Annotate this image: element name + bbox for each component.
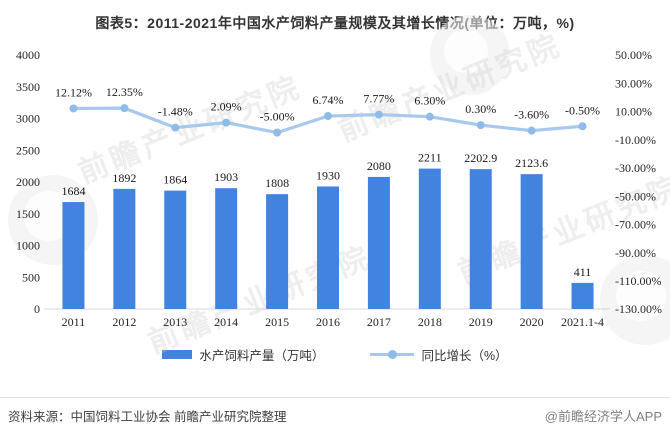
left-axis-tick: 2000 (16, 175, 40, 189)
right-axis-tick: 30.00% (615, 76, 652, 90)
line-marker (273, 128, 282, 137)
bar-value-label: 2080 (367, 159, 391, 173)
bar-swatch (162, 349, 193, 359)
legend-label-production: 水产饲料产量（万吨） (199, 348, 325, 363)
legend: 水产饲料产量（万吨） 同比增长（%） (0, 343, 670, 365)
line-value-label: 12.12% (55, 85, 92, 99)
bar-value-label: 1930 (316, 168, 340, 182)
bar (571, 282, 594, 309)
line-value-label: -5.00% (260, 110, 295, 124)
line-marker (120, 104, 129, 113)
bar-value-label: 2202.9 (464, 151, 497, 165)
bar (164, 190, 187, 309)
bar (520, 174, 543, 309)
line-value-label: -3.60% (514, 108, 549, 122)
line-value-label: 0.30% (465, 102, 496, 116)
bar-value-label: 1892 (112, 171, 136, 185)
left-axis-tick: 3500 (16, 80, 40, 94)
growth-line (71, 106, 585, 135)
bar-value-label: 1864 (163, 173, 187, 187)
legend-item-growth: 同比增长（%） (370, 345, 508, 364)
line-marker (425, 112, 434, 121)
bar-value-label: 1808 (265, 176, 289, 190)
left-axis-tick: 2500 (16, 143, 40, 157)
footer: 资料来源：中国饲料工业协会 前瞻产业研究院整理 @前瞻经济学人APP (0, 397, 670, 433)
line-value-label: -1.48% (158, 105, 193, 119)
right-axis-tick: -10.00% (615, 133, 656, 147)
line-value-label: 12.35% (106, 85, 143, 99)
right-axis-tick: -30.00% (615, 161, 656, 175)
line-marker (527, 126, 536, 135)
bar (215, 188, 238, 309)
x-axis-label: 2020 (520, 315, 544, 329)
line-value-label: 7.77% (363, 92, 394, 106)
line-marker (222, 118, 231, 127)
line-swatch (370, 349, 415, 359)
right-axis-tick: 50.00% (615, 48, 652, 62)
bar (266, 194, 289, 309)
x-axis-label: 2012 (112, 315, 136, 329)
left-axis-tick: 4000 (16, 48, 40, 62)
bar-value-label: 411 (574, 265, 592, 279)
line-value-label: -0.50% (565, 103, 600, 117)
x-axis-label: 2013 (163, 315, 187, 329)
x-axis-label: 2018 (418, 315, 442, 329)
x-axis-label: 2016 (316, 315, 340, 329)
line-marker (578, 122, 587, 131)
bar (418, 168, 441, 309)
line-marker (476, 121, 485, 130)
brand-text: @前瞻经济学人APP (544, 409, 662, 424)
line-marker (374, 110, 383, 119)
bar (113, 188, 136, 309)
right-axis-tick: 10.00% (615, 105, 652, 119)
left-axis-tick: 0 (34, 302, 40, 316)
right-axis-tick: -50.00% (615, 189, 656, 203)
chart-title: 图表5：2011-2021年中国水产饲料产量规模及其增长情况(单位：万吨，%) (95, 15, 575, 31)
bar-value-label: 2123.6 (515, 156, 548, 170)
bar (367, 176, 390, 309)
right-axis-tick: -90.00% (615, 246, 656, 260)
line-value-label: 6.30% (414, 94, 445, 108)
left-axis-tick: 1500 (16, 207, 40, 221)
bar-value-label: 1903 (214, 170, 238, 184)
right-axis-tick: -110.00% (615, 274, 662, 288)
x-axis-label: 2019 (469, 315, 493, 329)
bar-value-label: 2211 (418, 151, 442, 165)
line-value-label: 6.74% (313, 93, 344, 107)
left-axis-tick: 1000 (16, 239, 40, 253)
x-axis-label: 2017 (367, 315, 391, 329)
line-marker (324, 112, 332, 121)
x-axis-label: 2014 (214, 315, 238, 329)
line-value-label: 2.09% (211, 100, 242, 114)
chart-area: 前瞻产业研究院 前瞻产业研究院 前瞻产业研究院 前瞻产业研究院 4000 3500… (0, 15, 670, 360)
right-axis-tick: -130.00% (615, 302, 662, 316)
bar (469, 169, 492, 309)
source-text: 资料来源：中国饲料工业协会 前瞻产业研究院整理 (8, 410, 287, 424)
line-marker (69, 104, 78, 113)
bar (62, 202, 85, 309)
right-axis-tick: -70.00% (615, 218, 656, 232)
bar-value-label: 1684 (61, 184, 85, 198)
legend-label-growth: 同比增长（%） (421, 348, 508, 363)
x-axis-label: 2015 (265, 315, 289, 329)
bar (317, 186, 339, 309)
combo-chart-svg: 4000 3500 3000 2500 2000 1500 1000 500 0 50.00% 30… (16, 48, 662, 329)
legend-item-production: 水产饲料产量（万吨） (162, 345, 324, 364)
x-axis-label: 2011 (62, 315, 86, 329)
line-marker (171, 123, 180, 132)
left-axis-tick: 3000 (16, 112, 40, 126)
x-axis-label: 2021.1-4 (561, 315, 604, 329)
left-axis-tick: 500 (22, 270, 40, 284)
